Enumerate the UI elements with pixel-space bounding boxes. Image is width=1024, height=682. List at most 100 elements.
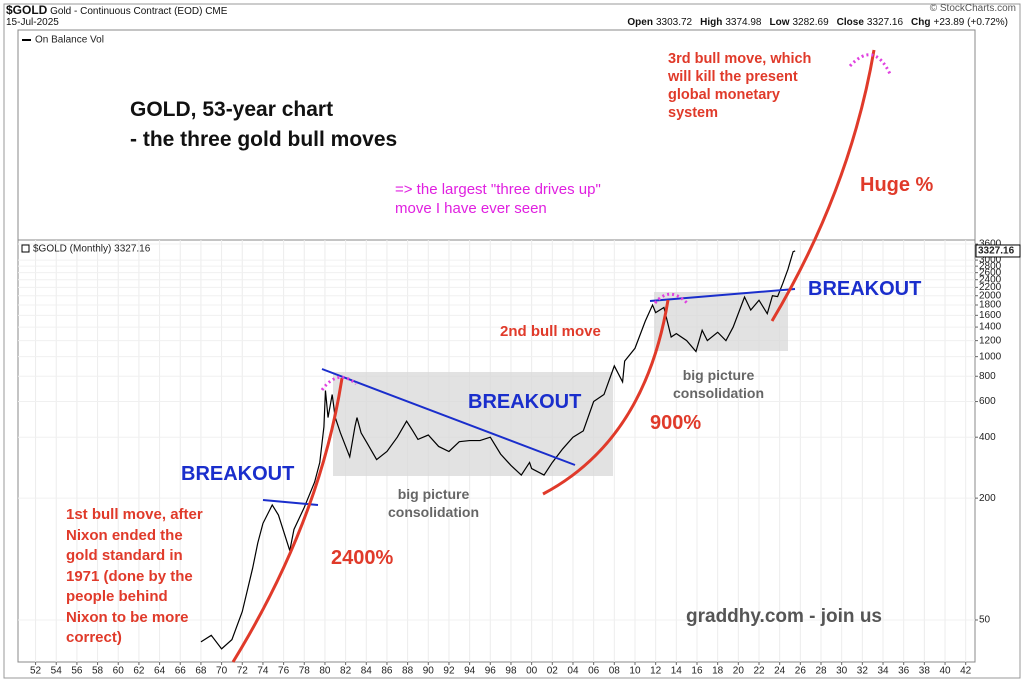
- x-tick-label: 14: [671, 666, 683, 677]
- x-tick-label: 06: [588, 666, 600, 677]
- symbol: $GOLD: [6, 3, 48, 17]
- quote-label: High: [700, 17, 723, 28]
- x-tick-label: 98: [505, 666, 517, 677]
- y-tick-label: 2200: [979, 282, 1002, 293]
- y-tick-label: 600: [979, 396, 996, 407]
- x-tick-label: 12: [650, 666, 662, 677]
- x-tick-label: 78: [299, 666, 311, 677]
- consolidation-box: [654, 292, 788, 351]
- quote-label: Open: [627, 17, 653, 28]
- date: 15-Jul-2025: [6, 17, 59, 28]
- last-value-box: [975, 244, 1021, 258]
- annotation: big picture consolidation: [673, 367, 764, 401]
- x-tick-label: 28: [815, 666, 827, 677]
- quote-label: Close: [836, 17, 864, 28]
- x-tick-label: 30: [836, 666, 848, 677]
- annotation: GOLD, 53-year chart - the three gold bul…: [130, 98, 398, 151]
- x-tick-label: 58: [92, 666, 104, 677]
- quote-value: 3374.98: [725, 17, 762, 28]
- x-tick-label: 66: [175, 666, 187, 677]
- x-tick-label: 08: [609, 666, 621, 677]
- y-tick-label: 1000: [979, 351, 1002, 362]
- upper-panel: [17, 29, 976, 241]
- annotation: 3rd bull move, which will kill the prese…: [668, 51, 812, 122]
- last-value-label: 3327.16: [978, 246, 1015, 257]
- y-tick-label: 2000: [979, 290, 1002, 301]
- quote-label: Chg: [911, 17, 931, 28]
- x-tick-label: 36: [898, 666, 910, 677]
- y-tick-label: 1200: [979, 335, 1002, 346]
- annotation: 2400%: [331, 547, 394, 569]
- x-tick-label: 68: [195, 666, 207, 677]
- top-marker: [848, 53, 892, 75]
- annotation: 1st bull move, after Nixon ended the gol…: [66, 506, 203, 646]
- x-tick-label: 60: [113, 666, 125, 677]
- x-tick-label: 62: [133, 666, 145, 677]
- x-tick-label: 42: [960, 666, 972, 677]
- trend-line: [649, 288, 796, 302]
- x-tick-label: 54: [51, 666, 63, 677]
- x-tick-label: 04: [567, 666, 579, 677]
- y-tick-label: 3600: [979, 239, 1002, 250]
- bull-curve: [770, 49, 876, 322]
- y-tick-label: 3000: [979, 255, 1002, 266]
- panel-label: On Balance Vol: [35, 35, 104, 46]
- x-tick-label: 26: [795, 666, 807, 677]
- x-tick-label: 74: [257, 666, 269, 677]
- x-tick-label: 84: [361, 666, 373, 677]
- x-tick-label: 92: [443, 666, 455, 677]
- bull-curve: [231, 377, 344, 663]
- quote-value: +23.89 (+0.72%): [933, 17, 1009, 28]
- frame: [3, 3, 1021, 679]
- x-tick-label: 38: [919, 666, 931, 677]
- x-tick-label: 00: [526, 666, 538, 677]
- x-tick-label: 10: [629, 666, 641, 677]
- annotation: 900%: [650, 412, 702, 434]
- annotation: BREAKOUT: [808, 278, 922, 300]
- y-tick-label: 800: [979, 371, 996, 382]
- legend-entry: $GOLD (Monthly) 3327.16: [33, 244, 151, 255]
- y-tick-label: 1600: [979, 310, 1002, 321]
- x-tick-label: 18: [712, 666, 724, 677]
- x-tick-label: 70: [216, 666, 228, 677]
- title: $GOLD Gold - Continuous Contract (EOD) C…: [6, 3, 227, 17]
- y-tick-label: 2600: [979, 267, 1002, 278]
- x-tick-label: 94: [464, 666, 476, 677]
- name: Gold - Continuous Contract (EOD): [50, 6, 203, 17]
- x-tick-label: 22: [753, 666, 765, 677]
- y-tick-label: 50: [979, 615, 991, 626]
- x-tick-label: 72: [237, 666, 249, 677]
- source: © StockCharts.com: [929, 3, 1016, 14]
- quote-label: Low: [769, 17, 790, 28]
- x-tick-label: 40: [939, 666, 951, 677]
- x-tick-label: 64: [154, 666, 166, 677]
- trend-line: [321, 368, 576, 466]
- annotation: => the largest "three drives up" move I …: [395, 181, 601, 217]
- x-tick-label: 90: [423, 666, 435, 677]
- x-tick-label: 86: [381, 666, 393, 677]
- exchange: CME: [205, 6, 228, 17]
- x-tick-label: 82: [340, 666, 352, 677]
- x-tick-label: 32: [857, 666, 869, 677]
- price-line: [200, 250, 796, 650]
- x-tick-label: 52: [30, 666, 42, 677]
- x-tick-label: 76: [278, 666, 290, 677]
- y-tick-label: 400: [979, 432, 996, 443]
- annotation: big picture consolidation: [388, 486, 479, 520]
- x-tick-label: 02: [547, 666, 559, 677]
- y-tick-label: 1400: [979, 322, 1002, 333]
- x-tick-label: 88: [402, 666, 414, 677]
- annotation: graddhy.com - join us: [686, 606, 882, 627]
- bull-curve: [542, 299, 670, 496]
- x-tick-label: 16: [691, 666, 703, 677]
- legend-swatch: [21, 244, 30, 253]
- annotation: BREAKOUT: [181, 463, 295, 485]
- top-marker: [320, 375, 357, 391]
- quote-value: 3282.69: [792, 17, 829, 28]
- x-tick-label: 56: [71, 666, 83, 677]
- annotation: BREAKOUT: [468, 391, 582, 413]
- y-tick-label: 2800: [979, 261, 1002, 272]
- y-tick-label: 200: [979, 493, 996, 504]
- x-tick-label: 24: [774, 666, 786, 677]
